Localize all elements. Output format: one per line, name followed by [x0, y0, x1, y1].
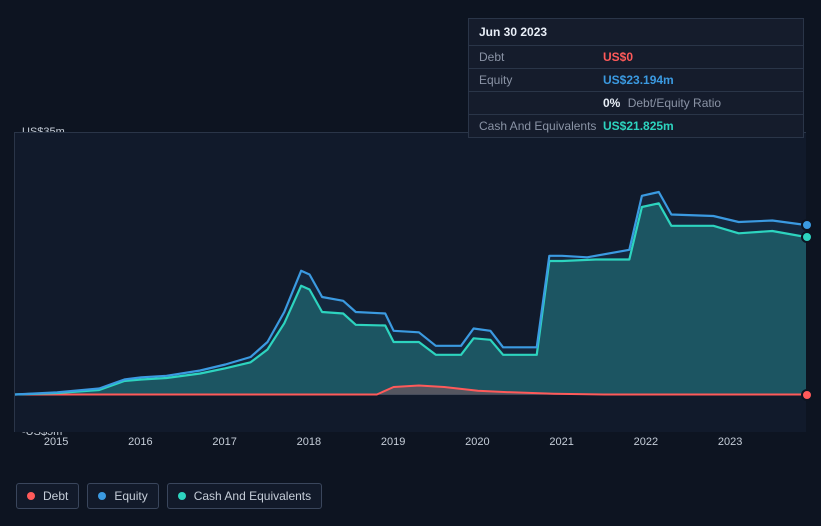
legend-item-cash[interactable]: Cash And Equivalents: [167, 483, 322, 509]
tooltip-date: Jun 30 2023: [469, 19, 803, 46]
end-marker-equity: [801, 219, 813, 231]
tooltip-value-equity: US$23.194m: [603, 73, 793, 87]
tooltip-value-ratio: 0% Debt/Equity Ratio: [603, 96, 793, 110]
legend-label: Debt: [43, 489, 68, 503]
chart-tooltip: Jun 30 2023 Debt US$0 Equity US$23.194m …: [468, 18, 804, 138]
legend-dot-icon: [178, 492, 186, 500]
x-axis-labels: 2015 2016 2017 2018 2019 2020 2021 2022 2023: [14, 436, 806, 454]
tooltip-label-ratio: [479, 96, 603, 110]
x-axis-label: 2017: [212, 436, 236, 448]
end-marker-cash: [801, 231, 813, 243]
tooltip-value-debt: US$0: [603, 50, 793, 64]
x-axis-label: 2016: [128, 436, 152, 448]
x-axis-label: 2022: [634, 436, 658, 448]
x-axis-label: 2021: [549, 436, 573, 448]
tooltip-label-cash: Cash And Equivalents: [479, 119, 603, 133]
area-equity: [15, 192, 806, 395]
legend-label: Cash And Equivalents: [194, 489, 311, 503]
x-axis-label: 2019: [381, 436, 405, 448]
x-axis-label: 2020: [465, 436, 489, 448]
tooltip-row-debt: Debt US$0: [469, 46, 803, 69]
tooltip-value-cash: US$21.825m: [603, 119, 793, 133]
chart-legend: Debt Equity Cash And Equivalents: [16, 483, 322, 509]
legend-item-debt[interactable]: Debt: [16, 483, 79, 509]
x-axis-label: 2018: [297, 436, 321, 448]
x-axis-label: 2023: [718, 436, 742, 448]
legend-item-equity[interactable]: Equity: [87, 483, 158, 509]
ratio-percent: 0%: [603, 96, 620, 110]
plot-region[interactable]: [14, 132, 806, 432]
end-marker-debt: [801, 389, 813, 401]
tooltip-row-ratio: 0% Debt/Equity Ratio: [469, 92, 803, 115]
tooltip-row-equity: Equity US$23.194m: [469, 69, 803, 92]
chart-svg: [15, 132, 806, 432]
x-axis-label: 2015: [44, 436, 68, 448]
tooltip-row-cash: Cash And Equivalents US$21.825m: [469, 115, 803, 137]
chart-area: US$35mUS$0-US$5m 20152016201720182019202…: [14, 122, 806, 442]
legend-dot-icon: [27, 492, 35, 500]
ratio-text: Debt/Equity Ratio: [628, 96, 721, 110]
tooltip-label-debt: Debt: [479, 50, 603, 64]
tooltip-label-equity: Equity: [479, 73, 603, 87]
legend-label: Equity: [114, 489, 147, 503]
legend-dot-icon: [98, 492, 106, 500]
